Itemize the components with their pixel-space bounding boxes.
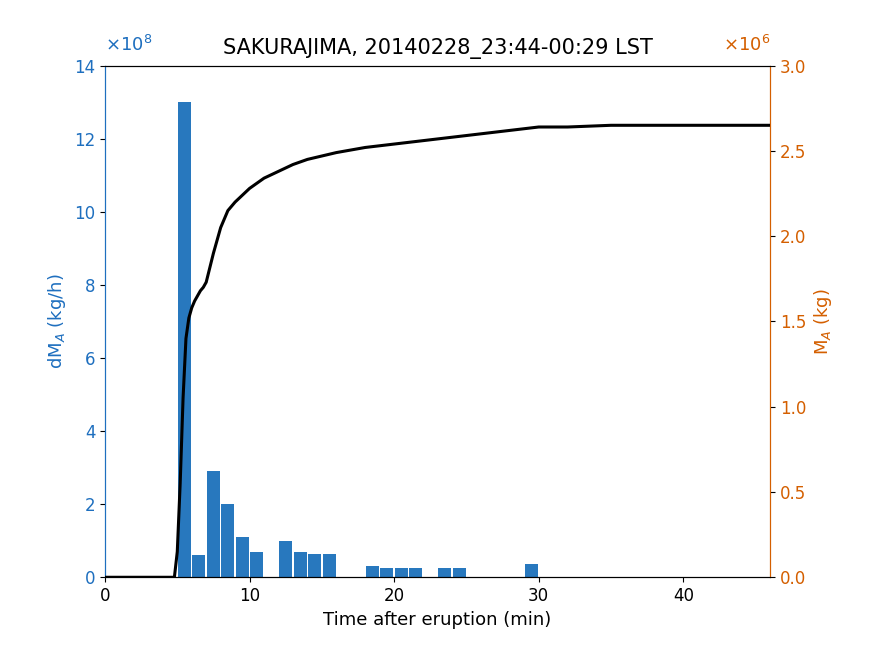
Bar [279,541,292,577]
X-axis label: Time after eruption (min): Time after eruption (min) [324,611,551,628]
Bar [308,554,321,577]
Bar [525,564,538,577]
Text: $\times\mathregular{10^{8}}$: $\times\mathregular{10^{8}}$ [105,35,152,55]
Bar [192,556,206,577]
Title: SAKURAJIMA, 20140228_23:44-00:29 LST: SAKURAJIMA, 20140228_23:44-00:29 LST [222,39,653,60]
Bar [221,504,234,577]
Bar [410,568,423,577]
Bar [395,568,408,577]
Bar [250,552,263,577]
Bar [366,566,379,577]
Bar [206,471,220,577]
Y-axis label: M$_A$ (kg): M$_A$ (kg) [812,288,834,355]
Bar [323,554,336,577]
Text: $\times\mathregular{10^{6}}$: $\times\mathregular{10^{6}}$ [723,35,770,55]
Bar [294,552,306,577]
Bar [438,568,452,577]
Bar [178,102,191,577]
Bar [452,568,466,577]
Bar [236,537,248,577]
Y-axis label: dM$_A$ (kg/h): dM$_A$ (kg/h) [46,274,68,369]
Bar [381,568,394,577]
